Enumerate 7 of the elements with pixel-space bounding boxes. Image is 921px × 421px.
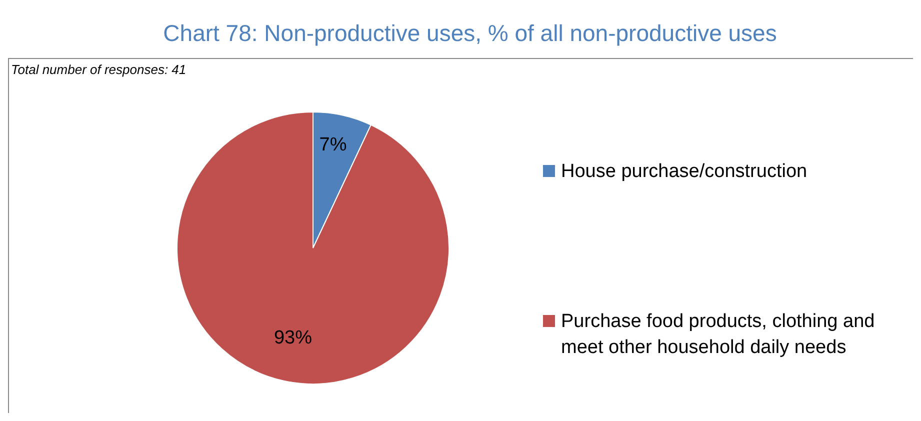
data-label: 93%: [274, 328, 312, 349]
data-label: 7%: [319, 134, 347, 156]
chart-title: Chart 78: Non-productive uses, % of all non-productive uses: [163, 20, 777, 46]
pie-slice: [176, 112, 450, 384]
text: Total number of responses: 41: [11, 62, 186, 77]
legend-label: Purchase food products, clothing and meet other household daily needs: [561, 311, 875, 358]
legend-label: House purchase/construction: [561, 161, 808, 182]
